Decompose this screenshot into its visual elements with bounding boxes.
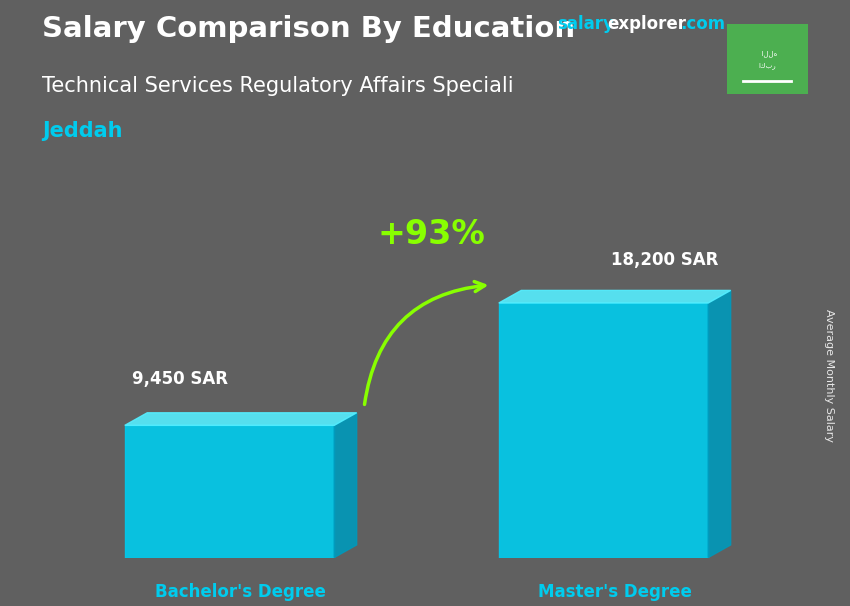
Text: Average Monthly Salary: Average Monthly Salary bbox=[824, 309, 834, 442]
Polygon shape bbox=[708, 290, 731, 558]
Text: 18,200 SAR: 18,200 SAR bbox=[611, 251, 718, 270]
Text: Salary Comparison By Education: Salary Comparison By Education bbox=[42, 15, 575, 43]
Text: Technical Services Regulatory Affairs Speciali: Technical Services Regulatory Affairs Sp… bbox=[42, 76, 514, 96]
Bar bbox=[125, 425, 334, 558]
Text: 9,450 SAR: 9,450 SAR bbox=[133, 370, 229, 388]
Bar bbox=[499, 303, 708, 558]
Text: الله: الله bbox=[757, 50, 777, 57]
Text: +93%: +93% bbox=[377, 218, 485, 251]
Text: اكبر: اكبر bbox=[758, 62, 776, 70]
Text: salary: salary bbox=[557, 15, 614, 33]
Text: explorer: explorer bbox=[608, 15, 687, 33]
FancyArrowPatch shape bbox=[365, 282, 484, 404]
Text: Jeddah: Jeddah bbox=[42, 121, 123, 141]
Polygon shape bbox=[499, 290, 731, 303]
Text: Master's Degree: Master's Degree bbox=[538, 583, 692, 601]
Polygon shape bbox=[334, 413, 357, 558]
Text: .com: .com bbox=[680, 15, 725, 33]
Polygon shape bbox=[125, 413, 357, 425]
Text: Bachelor's Degree: Bachelor's Degree bbox=[156, 583, 326, 601]
